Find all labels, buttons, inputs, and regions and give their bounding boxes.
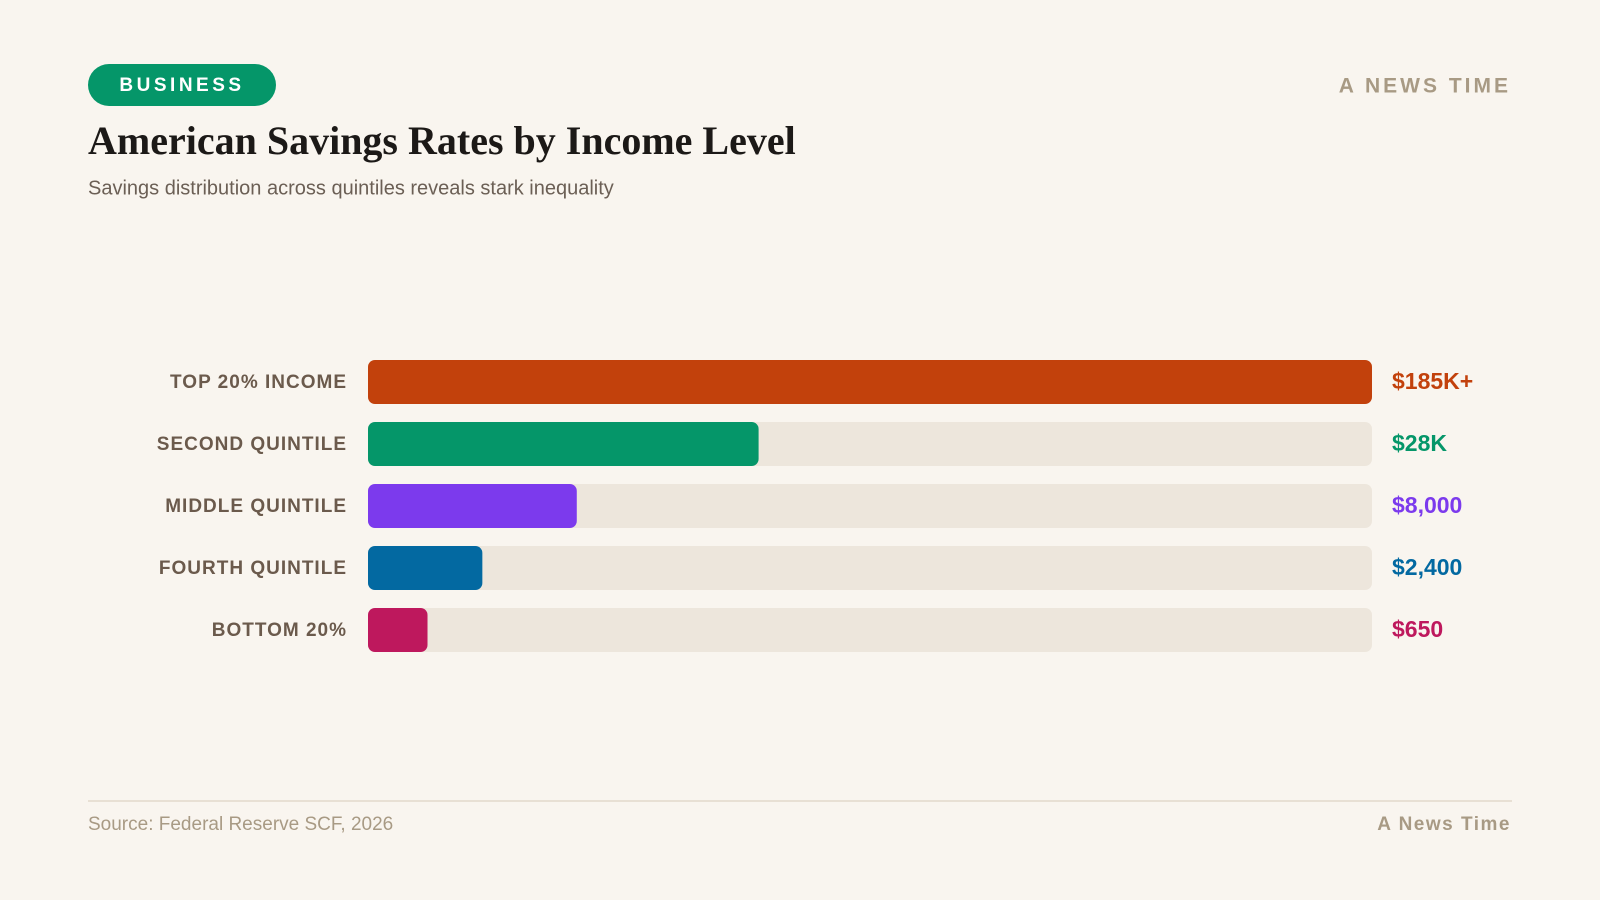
source: Source: Federal Reserve SCF, 2026 [88, 814, 393, 835]
category-label: TOP 20% INCOME [170, 372, 347, 393]
bar [368, 484, 577, 528]
footer-brand: A News Time [1377, 814, 1511, 835]
brand: A NEWS TIME [1339, 75, 1511, 98]
bar-track [368, 608, 1372, 652]
chart-title: American Savings Rates by Income Level [88, 118, 796, 163]
tag-pill [88, 64, 276, 106]
plot: TOP 20% INCOME $185K+ SECOND QUINTILE $28K M… [157, 360, 1473, 652]
category-label: BOTTOM 20% [212, 620, 347, 641]
value-label: $650 [1392, 616, 1443, 642]
bar [368, 608, 428, 652]
value-label: $185K+ [1392, 368, 1473, 394]
tag: BUSINESS [119, 75, 244, 96]
category-label: FOURTH QUINTILE [159, 558, 347, 579]
category-label: MIDDLE QUINTILE [165, 496, 347, 517]
bar [368, 546, 483, 590]
category-label: SECOND QUINTILE [157, 434, 347, 455]
bar [368, 360, 1372, 404]
bar-track [368, 484, 1372, 528]
value-label: $8,000 [1392, 492, 1462, 518]
bar-track [368, 546, 1372, 590]
bar [368, 422, 759, 466]
value-label: $28K [1392, 430, 1447, 456]
chart-subtitle: Savings distribution across quintiles re… [88, 177, 614, 199]
value-label: $2,400 [1392, 554, 1462, 580]
